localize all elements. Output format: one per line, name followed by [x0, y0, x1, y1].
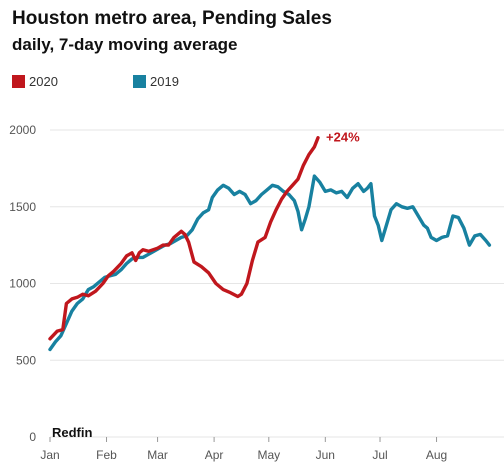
legend-item-2020: 2020: [12, 74, 58, 89]
x-tick-label: Aug: [426, 448, 447, 462]
y-tick-label: 0: [29, 430, 36, 444]
y-tick-label: 1000: [9, 277, 36, 291]
legend-label-2019: 2019: [150, 74, 179, 89]
x-tick-label: Jan: [40, 448, 59, 462]
x-tick-label: Jun: [316, 448, 335, 462]
y-tick-label: 1500: [9, 200, 36, 214]
x-tick-label: Apr: [205, 448, 224, 462]
legend-swatch-2019: [133, 75, 146, 88]
source-label: Redfin: [52, 425, 93, 440]
legend-item-2019: 2019: [133, 74, 179, 89]
legend-label-2020: 2020: [29, 74, 58, 89]
y-axis: 0 500 1000 1500 2000: [9, 123, 36, 444]
series-line-2020: [48, 136, 320, 341]
series-line-2019: [48, 174, 492, 352]
grid-lines: [50, 129, 504, 438]
y-tick-label: 500: [16, 353, 36, 367]
x-tick-label: Feb: [96, 448, 117, 462]
x-tick-label: Mar: [147, 448, 168, 462]
chart-subtitle: daily, 7-day moving average: [12, 35, 238, 54]
end-label-2020: +24%: [326, 130, 360, 145]
y-tick-label: 2000: [9, 123, 36, 137]
series-lines: [48, 136, 492, 352]
x-tick-label: May: [257, 448, 280, 462]
x-tick-label: Jul: [372, 448, 387, 462]
chart-title: Houston metro area, Pending Sales: [12, 8, 332, 29]
x-axis: Jan Feb Mar Apr May Jun Jul Aug: [40, 437, 447, 462]
legend-swatch-2020: [12, 75, 25, 88]
